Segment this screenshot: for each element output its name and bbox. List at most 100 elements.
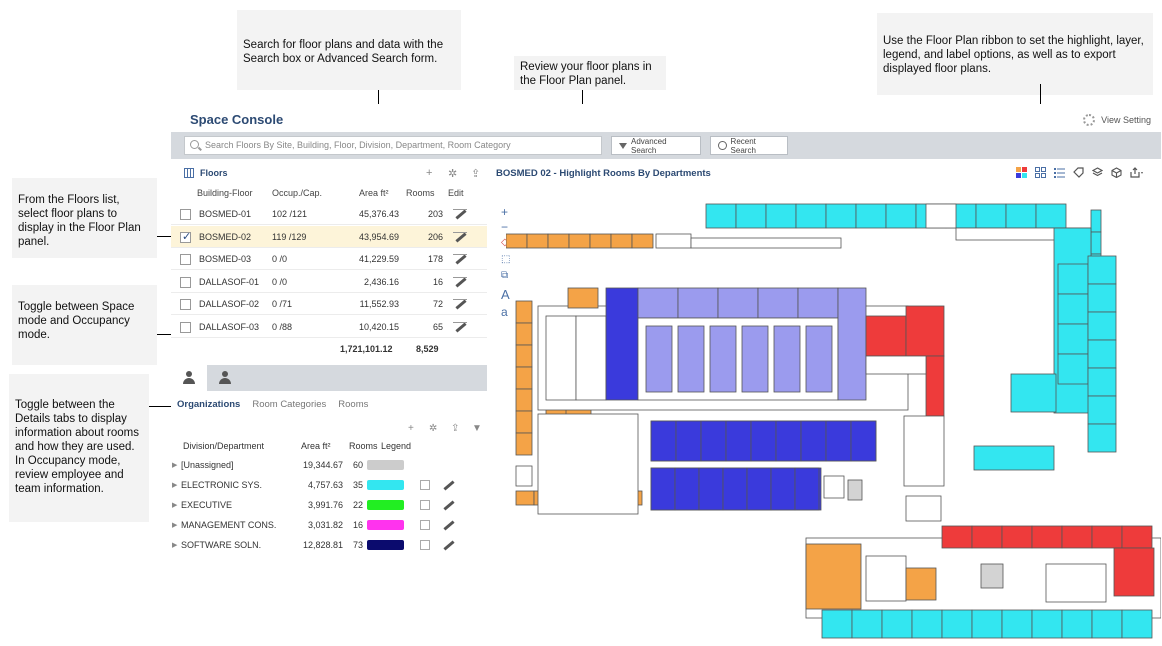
floor-checkbox[interactable] (180, 209, 191, 220)
room[interactable] (1090, 209, 1102, 233)
edit-pencil-icon[interactable] (443, 540, 455, 551)
locate-icon[interactable] (420, 540, 430, 550)
floor-checkbox[interactable] (180, 230, 191, 243)
room[interactable] (610, 233, 633, 249)
room[interactable] (941, 609, 973, 639)
details-filter-icon[interactable]: ▼ (472, 423, 482, 434)
copy-icon[interactable]: ⧉ (501, 270, 509, 281)
layers-icon[interactable] (1092, 167, 1103, 178)
room[interactable] (645, 325, 673, 393)
room[interactable] (823, 475, 845, 499)
tab-organizations[interactable]: Organizations (177, 399, 241, 410)
room[interactable] (765, 203, 797, 229)
room[interactable] (1057, 323, 1089, 355)
zoom-out-icon[interactable]: − (501, 220, 509, 234)
room[interactable] (1091, 525, 1123, 549)
room[interactable] (1087, 423, 1117, 453)
room[interactable] (925, 203, 957, 229)
occupancy-mode-tab[interactable] (207, 365, 243, 391)
floor-row[interactable]: BOSMED-03 0 /0 41,229.59 178 (171, 248, 487, 271)
floor-checkbox[interactable] (180, 276, 191, 288)
room[interactable] (980, 563, 1004, 589)
room[interactable] (905, 567, 937, 601)
room[interactable] (1057, 293, 1089, 325)
room[interactable] (637, 287, 679, 319)
view-setting-button[interactable]: View Setting (1083, 114, 1151, 126)
room[interactable] (855, 203, 887, 229)
room[interactable] (675, 420, 702, 462)
room[interactable] (973, 445, 1055, 471)
room[interactable] (851, 609, 883, 639)
3d-cube-icon[interactable] (1111, 167, 1122, 178)
edit-pencil-icon[interactable] (455, 322, 467, 333)
room[interactable] (850, 420, 877, 462)
floor-checkbox[interactable] (180, 299, 191, 311)
room[interactable] (515, 388, 533, 412)
room[interactable] (1031, 525, 1063, 549)
room[interactable] (885, 203, 917, 229)
floor-checkbox[interactable] (180, 322, 191, 333)
room[interactable] (725, 420, 752, 462)
room[interactable] (674, 467, 700, 511)
room[interactable] (881, 609, 913, 639)
room[interactable] (941, 525, 973, 549)
room[interactable] (805, 325, 833, 393)
room[interactable] (515, 300, 533, 324)
room[interactable] (1113, 547, 1155, 597)
room[interactable] (1057, 353, 1089, 385)
room[interactable] (709, 325, 737, 393)
floor-row[interactable]: DALLASOF-03 0 /88 10,420.15 65 (171, 316, 487, 338)
room[interactable] (575, 315, 607, 401)
room[interactable] (757, 287, 799, 319)
division-row[interactable]: ▶ SOFTWARE SOLN. 12,828.81 73 (171, 536, 487, 556)
text-larger-icon[interactable]: A (501, 287, 510, 302)
room[interactable] (515, 410, 533, 434)
room[interactable] (925, 355, 945, 417)
edit-pencil-icon[interactable] (443, 520, 455, 531)
room[interactable] (526, 233, 549, 249)
edit-pencil-icon[interactable] (455, 277, 467, 288)
expand-chevron-icon[interactable]: ▶ (172, 542, 178, 549)
room[interactable] (1090, 231, 1102, 255)
details-settings-icon[interactable]: ✲ (429, 423, 438, 434)
room[interactable] (705, 203, 737, 229)
floor-row[interactable]: DALLASOF-01 0 /0 2,436.16 16 (171, 271, 487, 293)
room[interactable] (655, 233, 692, 249)
division-row[interactable]: ▶ [Unassigned] 19,344.67 60 (171, 456, 487, 476)
export-plan-icon[interactable] (1130, 167, 1144, 178)
room[interactable] (515, 432, 533, 456)
room[interactable] (1005, 203, 1037, 229)
edit-pencil-icon[interactable] (455, 209, 467, 220)
expand-chevron-icon[interactable]: ▶ (172, 522, 178, 529)
room[interactable] (717, 287, 759, 319)
room[interactable] (506, 233, 528, 249)
room[interactable] (794, 467, 820, 511)
room[interactable] (515, 490, 535, 506)
room[interactable] (1087, 311, 1117, 341)
room[interactable] (1121, 525, 1153, 549)
floor-plan-drawing[interactable] (506, 196, 1161, 644)
room[interactable] (865, 555, 907, 602)
room[interactable] (800, 420, 827, 462)
add-icon[interactable]: + (426, 167, 433, 179)
details-export-icon[interactable]: ⇪ (451, 423, 460, 434)
expand-chevron-icon[interactable]: ▶ (172, 502, 178, 509)
division-row[interactable]: ▶ EXECUTIVE 3,991.76 22 (171, 496, 487, 516)
room[interactable] (750, 420, 777, 462)
details-add-icon[interactable]: + (408, 423, 414, 434)
export-icon[interactable]: ⇪ (471, 168, 481, 180)
zoom-in-icon[interactable]: + (501, 205, 509, 219)
room[interactable] (568, 233, 591, 249)
edit-pencil-icon[interactable] (455, 299, 467, 310)
room[interactable] (567, 287, 599, 309)
room[interactable] (741, 325, 769, 393)
room[interactable] (545, 315, 577, 401)
room[interactable] (905, 305, 945, 357)
room[interactable] (975, 203, 1007, 229)
room[interactable] (650, 420, 677, 462)
room[interactable] (1087, 283, 1117, 313)
room[interactable] (1031, 609, 1063, 639)
text-smaller-icon[interactable]: a (501, 305, 508, 319)
room[interactable] (1061, 609, 1093, 639)
room[interactable] (1087, 395, 1117, 425)
